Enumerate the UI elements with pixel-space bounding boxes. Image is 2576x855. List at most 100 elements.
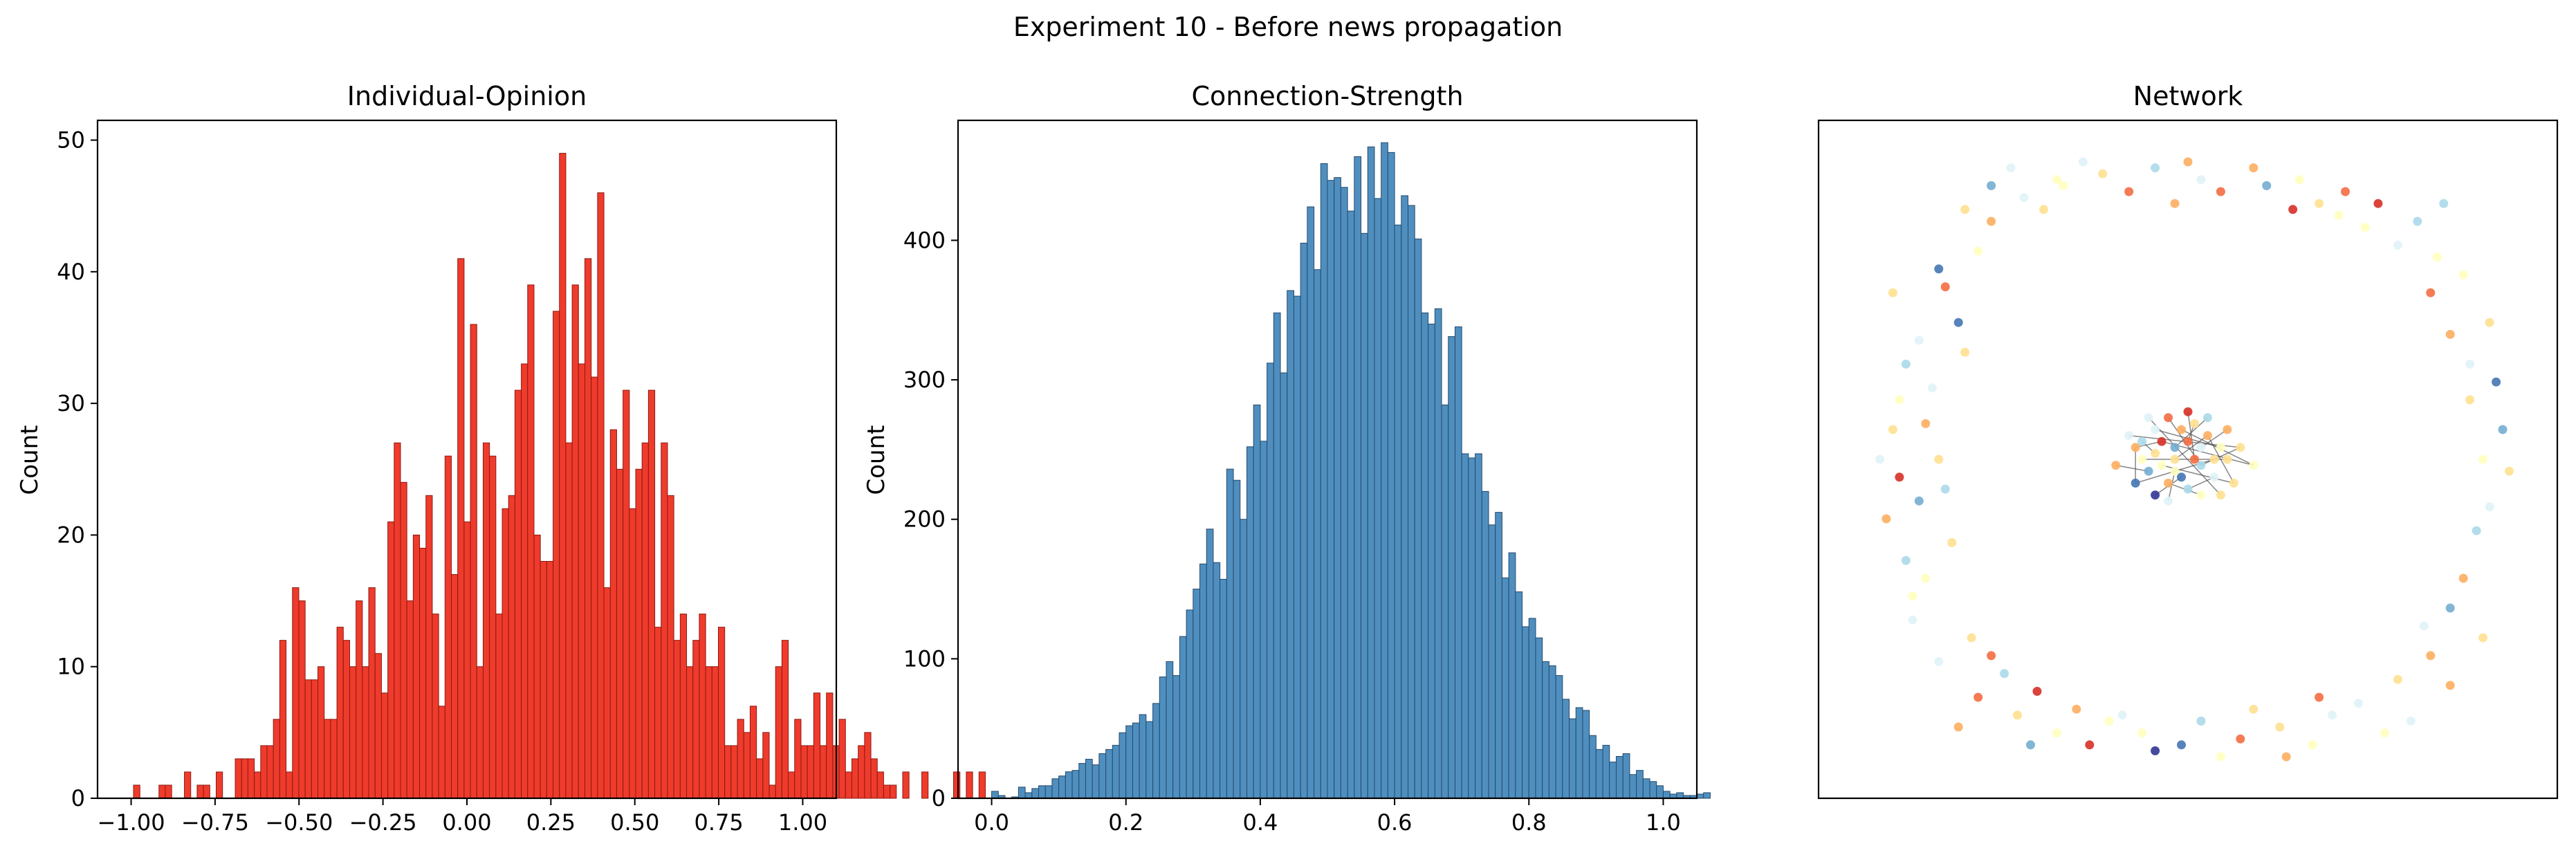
strength-bar — [1260, 441, 1268, 799]
strength-bar — [1092, 764, 1100, 799]
network-node — [2072, 704, 2081, 714]
network-node — [2170, 454, 2180, 464]
network-node — [2202, 431, 2212, 441]
strength-bars — [991, 142, 1711, 799]
network-node — [1921, 419, 1931, 428]
opinion-bar — [400, 481, 407, 799]
opinion-bar — [273, 719, 280, 799]
opinion-xtick-label: 0.25 — [526, 809, 576, 836]
opinion-xtick-label: −1.00 — [98, 809, 165, 836]
strength-bar — [1193, 589, 1201, 799]
network-node — [1927, 383, 1937, 393]
network-node — [2432, 252, 2442, 262]
figure-title: Experiment 10 - Before news propagation — [1013, 12, 1563, 42]
strength-bar — [1206, 528, 1214, 799]
network-node — [2013, 710, 2023, 720]
network-node — [2249, 461, 2258, 470]
network-node — [2131, 478, 2140, 488]
network-node — [2380, 728, 2389, 738]
opinion-bar — [883, 784, 891, 799]
opinion-bar — [724, 745, 732, 799]
network-node — [2328, 710, 2337, 720]
network-node — [2164, 478, 2173, 488]
strength-histogram-title: Connection-Strength — [1191, 81, 1463, 111]
strength-ytick-label: 100 — [903, 645, 946, 672]
opinion-bar — [591, 376, 598, 799]
strength-bar — [1703, 792, 1711, 799]
strength-bar — [1125, 725, 1133, 799]
opinion-bar — [762, 732, 770, 799]
opinion-bar — [260, 745, 268, 799]
opinion-bar — [559, 153, 567, 799]
network-node — [2164, 496, 2173, 506]
network-node — [1960, 205, 1970, 214]
strength-bar — [1387, 151, 1395, 799]
strength-bar — [1273, 312, 1281, 799]
strength-bar — [1441, 404, 1449, 799]
network-node — [2196, 461, 2206, 470]
strength-bar — [1555, 675, 1563, 799]
opinion-bar — [425, 495, 433, 799]
strength-bar — [1394, 224, 1402, 799]
network-node — [2117, 710, 2127, 720]
opinion-bar — [654, 627, 662, 799]
opinion-bar — [749, 706, 757, 799]
opinion-bar — [444, 455, 452, 799]
strength-bar — [1454, 326, 1462, 799]
opinion-bar — [457, 258, 465, 799]
network-node — [1908, 591, 1917, 601]
network-node — [1974, 246, 1983, 256]
opinion-bar — [254, 771, 261, 799]
strength-bar — [991, 791, 999, 799]
opinion-xtick-label: 1.00 — [778, 809, 827, 836]
strength-bar — [1078, 763, 1086, 799]
strength-bar — [1314, 269, 1321, 799]
opinion-bar — [304, 679, 312, 799]
network-node — [2485, 502, 2494, 512]
opinion-ytick-label: 50 — [57, 127, 85, 154]
strength-bar — [1112, 744, 1120, 799]
network-node — [2478, 633, 2488, 643]
opinion-bar — [737, 719, 744, 799]
network-node — [2078, 157, 2088, 167]
strength-bar — [1622, 753, 1630, 799]
strength-ytick-label: 0 — [932, 785, 946, 811]
network-node — [2373, 199, 2383, 208]
opinion-bar — [158, 784, 166, 799]
network-node — [2151, 163, 2160, 173]
opinion-bar — [616, 468, 624, 799]
network-node — [2360, 223, 2370, 232]
network-node — [2315, 692, 2324, 702]
network-node — [2492, 377, 2501, 387]
strength-bar — [1662, 791, 1671, 799]
strength-bar — [1696, 793, 1704, 799]
strength-bar — [1024, 792, 1033, 799]
opinion-ytick-label: 30 — [57, 390, 85, 416]
strength-histogram-panel: Connection-Strength Count 0.0 0.2 0.4 0.6 0.… — [863, 81, 1711, 836]
network-node — [2498, 425, 2508, 434]
network-edge — [2187, 412, 2196, 460]
strength-xtick-label: 0.8 — [1511, 809, 1547, 836]
opinion-histogram-title: Individual-Opinion — [347, 81, 587, 111]
strength-bar — [1528, 618, 1536, 799]
opinion-bar — [292, 587, 300, 799]
opinion-bar — [406, 600, 414, 799]
opinion-bar — [578, 363, 586, 799]
strength-xtick-label: 0.0 — [974, 809, 1009, 836]
opinion-bar — [374, 653, 382, 799]
strength-bar — [1609, 762, 1617, 799]
strength-xtick-label: 0.6 — [1377, 809, 1413, 836]
network-node — [2177, 425, 2187, 434]
strength-bar — [1031, 788, 1040, 799]
opinion-xtick-label: 0.50 — [610, 809, 659, 836]
opinion-bar — [851, 758, 859, 799]
opinion-bar — [769, 784, 776, 799]
opinion-bar — [585, 258, 592, 799]
strength-bar — [1636, 770, 1644, 799]
network-node — [2445, 603, 2455, 613]
strength-bar — [1615, 756, 1623, 799]
strength-bar — [1595, 748, 1603, 799]
opinion-bar — [234, 758, 242, 799]
network-node — [2458, 270, 2468, 279]
opinion-plot-frame — [96, 119, 838, 800]
